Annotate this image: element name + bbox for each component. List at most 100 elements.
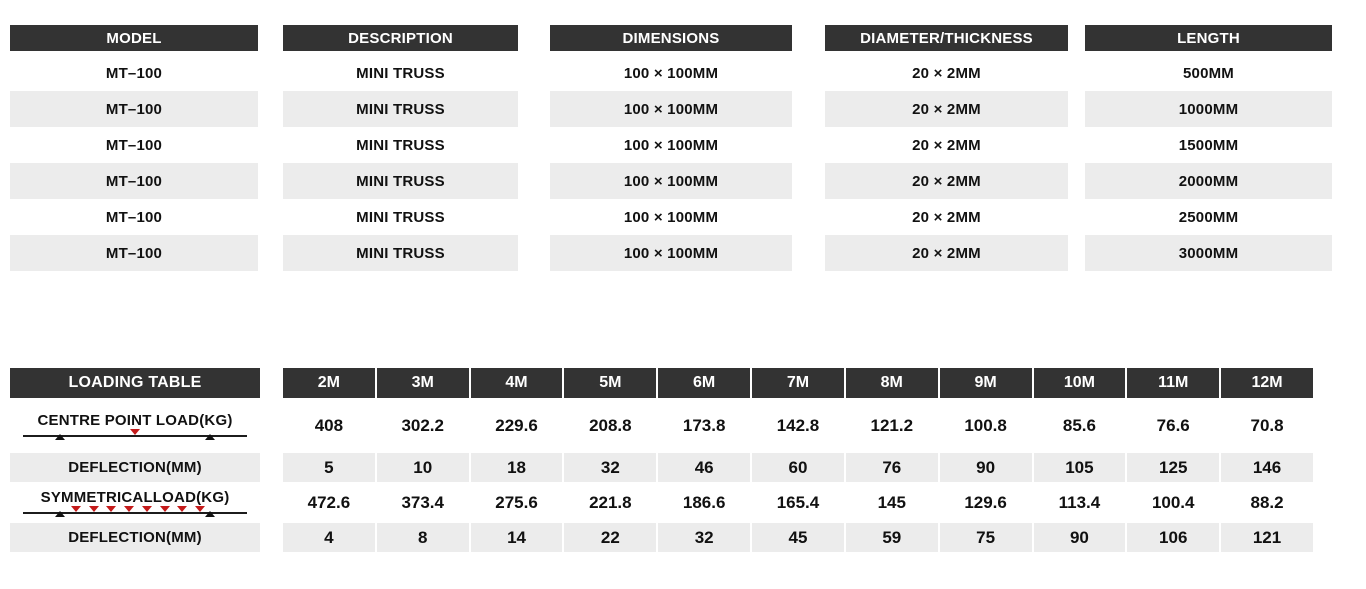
beam-line bbox=[23, 434, 247, 437]
load-arrow-icon bbox=[177, 505, 188, 512]
load-arrow-icon bbox=[159, 505, 170, 512]
loading-value: 186.6 bbox=[682, 492, 726, 512]
spec-cell: MT–100 bbox=[10, 163, 258, 199]
spec-table-header-row: MODEL DESCRIPTION DIMENSIONS DIAMETER/THICK… bbox=[10, 25, 1366, 51]
loading-row-label-cell: DEFLECTION(MM) bbox=[10, 523, 260, 552]
loading-value: 76 bbox=[845, 453, 938, 482]
loading-value: 32 bbox=[658, 523, 751, 552]
spec-cell: MINI TRUSS bbox=[283, 163, 518, 199]
loading-row-values: 472.6 373.4 275.6 221.8 186.6 165.4 145 129.6 11… bbox=[283, 482, 1313, 523]
loading-value: 32 bbox=[564, 453, 657, 482]
loading-row-label-cell: CENTRE POINT LOAD(KG) bbox=[10, 398, 260, 453]
loading-value: 142.8 bbox=[776, 415, 820, 435]
load-arrow-icon bbox=[124, 505, 135, 512]
loading-value: 90 bbox=[939, 453, 1032, 482]
spec-cell: 100 × 100MM bbox=[623, 64, 719, 82]
loading-row-label: DEFLECTION(MM) bbox=[68, 459, 202, 476]
loading-value: 165.4 bbox=[776, 492, 820, 512]
loading-value: 14 bbox=[470, 523, 563, 552]
loading-table-row: DEFLECTION(MM) 5 10 18 32 46 60 76 90 105 125 146 bbox=[10, 453, 1366, 482]
spec-table-row: MT–100 MINI TRUSS 100 × 100MM 20 × 2MM 2000M… bbox=[10, 163, 1366, 199]
spec-col-header: DIAMETER/THICKNESS bbox=[825, 25, 1068, 51]
span-header: 10M bbox=[1033, 368, 1126, 398]
loading-value: 100.8 bbox=[964, 415, 1007, 435]
span-header: 11M bbox=[1127, 368, 1220, 398]
spec-cell: 20 × 2MM bbox=[912, 136, 981, 154]
loading-value: 60 bbox=[752, 453, 844, 482]
spec-table-row: MT–100 MINI TRUSS 100 × 100MM 20 × 2MM 1500M… bbox=[10, 127, 1366, 163]
spec-table-row: MT–100 MINI TRUSS 100 × 100MM 20 × 2MM 1000M… bbox=[10, 91, 1366, 127]
loading-value: 208.8 bbox=[589, 415, 632, 435]
load-arrow-icon bbox=[71, 505, 81, 512]
spec-cell: 100 × 100MM bbox=[623, 136, 719, 154]
loading-table-header-row: LOADING TABLE 2M 3M 4M 5M 6M 7M 8M 9M 10M 11M 12M bbox=[10, 368, 1366, 398]
loading-row-label-cell: DEFLECTION(MM) bbox=[10, 453, 260, 482]
support-icon bbox=[205, 510, 215, 517]
loading-value: 8 bbox=[376, 523, 469, 552]
loading-row-label: SYMMETRICALLOAD(KG) bbox=[40, 488, 230, 506]
loading-table-row: CENTRE POINT LOAD(KG) 408 302.2 229.6 208.8 1… bbox=[10, 398, 1366, 453]
spec-cell: 1500MM bbox=[1178, 136, 1239, 154]
spec-col-header: MODEL bbox=[10, 25, 258, 51]
loading-row-values: 408 302.2 229.6 208.8 173.8 142.8 121.2 100.8 85… bbox=[283, 398, 1313, 453]
beam-line bbox=[23, 511, 247, 514]
span-header: 4M bbox=[470, 368, 563, 398]
load-arrow-icon bbox=[194, 505, 205, 512]
span-header: 12M bbox=[1221, 368, 1313, 398]
loading-value: 113.4 bbox=[1058, 492, 1101, 512]
loading-value: 88.2 bbox=[1250, 492, 1284, 512]
spec-table-body: MT–100 MINI TRUSS 100 × 100MM 20 × 2MM 500MM… bbox=[0, 55, 1366, 271]
loading-value: 275.6 bbox=[495, 492, 538, 512]
loading-value: 90 bbox=[1033, 523, 1126, 552]
spec-cell: MINI TRUSS bbox=[356, 136, 445, 154]
loading-value: 373.4 bbox=[401, 492, 444, 512]
loading-value: 22 bbox=[564, 523, 657, 552]
loading-row-label-cell: SYMMETRICALLOAD(KG) bbox=[10, 482, 260, 523]
span-header: 6M bbox=[658, 368, 751, 398]
spec-cell: MINI TRUSS bbox=[356, 64, 445, 82]
spec-col-header: DIMENSIONS bbox=[550, 25, 792, 51]
loading-value: 302.2 bbox=[401, 415, 444, 435]
spec-cell: 20 × 2MM bbox=[912, 208, 981, 226]
spec-cell: 100 × 100MM bbox=[623, 208, 719, 226]
spec-col-header: LENGTH bbox=[1085, 25, 1332, 51]
spec-cell: MT–100 bbox=[105, 64, 163, 82]
loading-value: 472.6 bbox=[307, 492, 351, 512]
spec-cell: MT–100 bbox=[10, 235, 258, 271]
loading-value: 146 bbox=[1221, 453, 1313, 482]
spec-cell: 20 × 2MM bbox=[912, 64, 981, 82]
loading-value: 5 bbox=[283, 453, 375, 482]
spec-cell: 100 × 100MM bbox=[550, 235, 792, 271]
loading-value: 145 bbox=[877, 492, 906, 512]
load-arrow-icon bbox=[130, 428, 140, 435]
spec-cell: MT–100 bbox=[10, 91, 258, 127]
loading-row-label: CENTRE POINT LOAD(KG) bbox=[37, 411, 233, 429]
loading-value: 70.8 bbox=[1250, 415, 1284, 435]
loading-table-title: LOADING TABLE bbox=[10, 368, 260, 398]
span-header: 7M bbox=[752, 368, 844, 398]
loading-value: 408 bbox=[314, 415, 344, 435]
loading-value: 100.4 bbox=[1151, 492, 1195, 512]
span-header-group: 2M 3M 4M 5M 6M 7M 8M 9M 10M 11M 12M bbox=[283, 368, 1313, 398]
loading-table-row: SYMMETRICALLOAD(KG) 472.6 373.4 275.6 221.8 1… bbox=[10, 482, 1366, 523]
load-arrow-icon bbox=[141, 505, 152, 512]
support-icon bbox=[205, 433, 215, 440]
spec-col-header: DESCRIPTION bbox=[283, 25, 518, 51]
symmetrical-load-diagram bbox=[23, 505, 247, 517]
loading-value: 59 bbox=[845, 523, 938, 552]
loading-value: 46 bbox=[658, 453, 751, 482]
loading-value: 45 bbox=[752, 523, 844, 552]
span-header: 2M bbox=[283, 368, 375, 398]
spec-cell: 3000MM bbox=[1085, 235, 1332, 271]
loading-value: 121 bbox=[1221, 523, 1313, 552]
spec-cell: MINI TRUSS bbox=[356, 208, 445, 226]
loading-value: 10 bbox=[376, 453, 469, 482]
loading-table-body: CENTRE POINT LOAD(KG) 408 302.2 229.6 208.8 1… bbox=[0, 398, 1366, 552]
spec-cell: 20 × 2MM bbox=[825, 235, 1068, 271]
loading-value: 106 bbox=[1127, 523, 1220, 552]
load-arrow-group bbox=[71, 505, 205, 512]
loading-value: 85.6 bbox=[1062, 415, 1096, 435]
spec-table-row: MT–100 MINI TRUSS 100 × 100MM 20 × 2MM 500MM bbox=[10, 55, 1366, 91]
spec-cell: 1000MM bbox=[1085, 91, 1332, 127]
